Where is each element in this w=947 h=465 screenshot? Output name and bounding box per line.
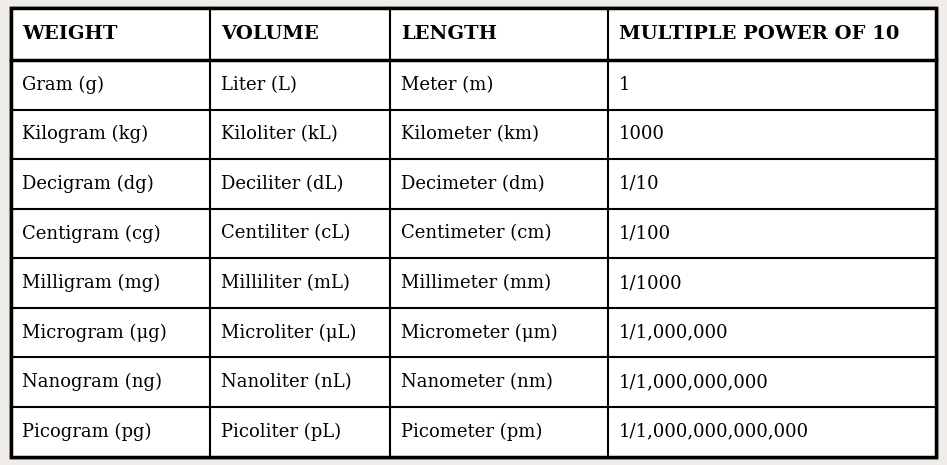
Text: Centigram (cg): Centigram (cg) — [23, 224, 161, 243]
Text: Nanometer (nm): Nanometer (nm) — [402, 373, 553, 391]
Text: Nanoliter (nL): Nanoliter (nL) — [222, 373, 351, 391]
Text: Centimeter (cm): Centimeter (cm) — [402, 225, 552, 242]
Bar — [11, 110, 936, 159]
Text: Decigram (dg): Decigram (dg) — [23, 175, 154, 193]
Bar — [11, 358, 936, 407]
Bar — [11, 407, 936, 457]
Text: Gram (g): Gram (g) — [23, 76, 104, 94]
Text: Micrometer (μm): Micrometer (μm) — [402, 324, 558, 342]
Text: Kilometer (km): Kilometer (km) — [402, 125, 540, 143]
Text: WEIGHT: WEIGHT — [23, 25, 118, 43]
Text: VOLUME: VOLUME — [222, 25, 319, 43]
Text: MULTIPLE POWER OF 10: MULTIPLE POWER OF 10 — [618, 25, 899, 43]
Text: Picometer (pm): Picometer (pm) — [402, 423, 543, 441]
Text: Centiliter (cL): Centiliter (cL) — [222, 225, 350, 242]
Text: Milliliter (mL): Milliliter (mL) — [222, 274, 350, 292]
Bar — [11, 8, 936, 60]
Text: Microliter (μL): Microliter (μL) — [222, 324, 357, 342]
Text: 1/100: 1/100 — [618, 225, 670, 242]
Text: Nanogram (ng): Nanogram (ng) — [23, 373, 163, 392]
Bar — [11, 209, 936, 258]
Text: 1/1,000,000,000: 1/1,000,000,000 — [618, 373, 768, 391]
Text: 1/1,000,000,000,000: 1/1,000,000,000,000 — [618, 423, 809, 441]
Text: 1/1000: 1/1000 — [618, 274, 682, 292]
Text: Deciliter (dL): Deciliter (dL) — [222, 175, 344, 193]
Text: Liter (L): Liter (L) — [222, 76, 297, 94]
Bar — [11, 60, 936, 110]
Text: Meter (m): Meter (m) — [402, 76, 493, 94]
Bar — [11, 258, 936, 308]
Text: Kilogram (kg): Kilogram (kg) — [23, 125, 149, 143]
Text: Decimeter (dm): Decimeter (dm) — [402, 175, 545, 193]
Text: 1/1,000,000: 1/1,000,000 — [618, 324, 728, 342]
Text: Milligram (mg): Milligram (mg) — [23, 274, 161, 292]
Text: Microgram (μg): Microgram (μg) — [23, 324, 168, 342]
Text: Picogram (pg): Picogram (pg) — [23, 423, 152, 441]
Text: Kiloliter (kL): Kiloliter (kL) — [222, 125, 338, 143]
Text: 1: 1 — [618, 76, 630, 94]
Bar — [11, 159, 936, 209]
Bar — [11, 308, 936, 358]
Text: 1/10: 1/10 — [618, 175, 659, 193]
Text: Millimeter (mm): Millimeter (mm) — [402, 274, 551, 292]
Text: LENGTH: LENGTH — [402, 25, 497, 43]
Text: Picoliter (pL): Picoliter (pL) — [222, 423, 341, 441]
Text: 1000: 1000 — [618, 125, 665, 143]
